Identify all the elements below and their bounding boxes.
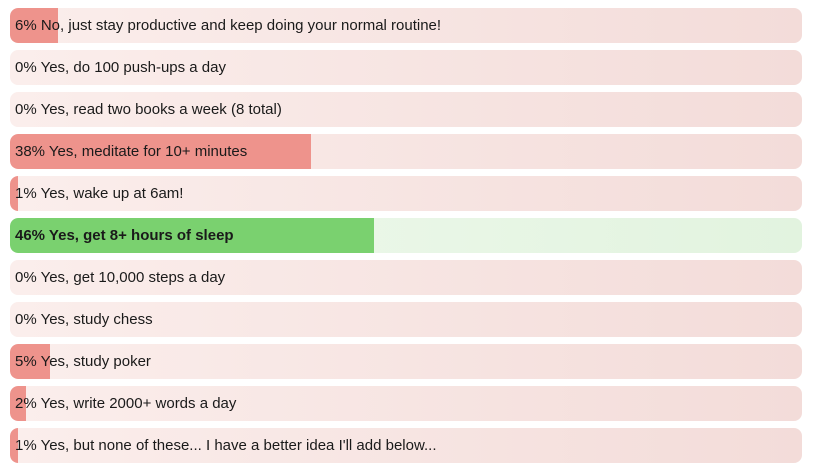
poll-option-bar-fill [10,344,50,379]
poll-option-bar-fill [10,176,18,211]
poll-option-bar-fill [10,428,18,463]
poll-option-label: 0% Yes, do 100 push-ups a day [15,59,226,76]
poll-option-row[interactable]: 1% Yes, wake up at 6am! [10,176,802,211]
poll-option-row[interactable]: 5% Yes, study poker [10,344,802,379]
poll-option-row[interactable]: 38% Yes, meditate for 10+ minutes [10,134,802,169]
poll-option-row[interactable]: 46% Yes, get 8+ hours of sleep [10,218,802,253]
poll-option-bar-fill [10,386,26,421]
poll-option-label: 1% Yes, but none of these... I have a be… [15,437,437,454]
poll-option-label: 2% Yes, write 2000+ words a day [15,395,237,412]
poll-option-row[interactable]: 1% Yes, but none of these... I have a be… [10,428,802,463]
poll-option-row[interactable]: 0% Yes, study chess [10,302,802,337]
poll-option-row[interactable]: 0% Yes, do 100 push-ups a day [10,50,802,85]
poll-option-label: 0% Yes, get 10,000 steps a day [15,269,226,286]
poll-option-label: 0% Yes, study chess [15,311,153,328]
poll-option-row[interactable]: 2% Yes, write 2000+ words a day [10,386,802,421]
poll-option-row[interactable]: 6% No, just stay productive and keep doi… [10,8,802,43]
poll-option-bar-fill [10,134,311,169]
poll-option-label: 0% Yes, read two books a week (8 total) [15,101,282,118]
poll-option-label: 46% Yes, get 8+ hours of sleep [15,227,234,244]
poll-option-row[interactable]: 0% Yes, read two books a week (8 total) [10,92,802,127]
poll-option-label: 1% Yes, wake up at 6am! [15,185,184,202]
poll-results-list: 6% No, just stay productive and keep doi… [10,8,802,470]
poll-option-bar-fill [10,8,58,43]
poll-option-row[interactable]: 0% Yes, get 10,000 steps a day [10,260,802,295]
poll-option-label: 6% No, just stay productive and keep doi… [15,17,442,34]
poll-option-bar-fill [10,218,375,253]
poll-option-label: 5% Yes, study poker [15,353,151,370]
poll-option-label: 38% Yes, meditate for 10+ minutes [15,143,248,160]
